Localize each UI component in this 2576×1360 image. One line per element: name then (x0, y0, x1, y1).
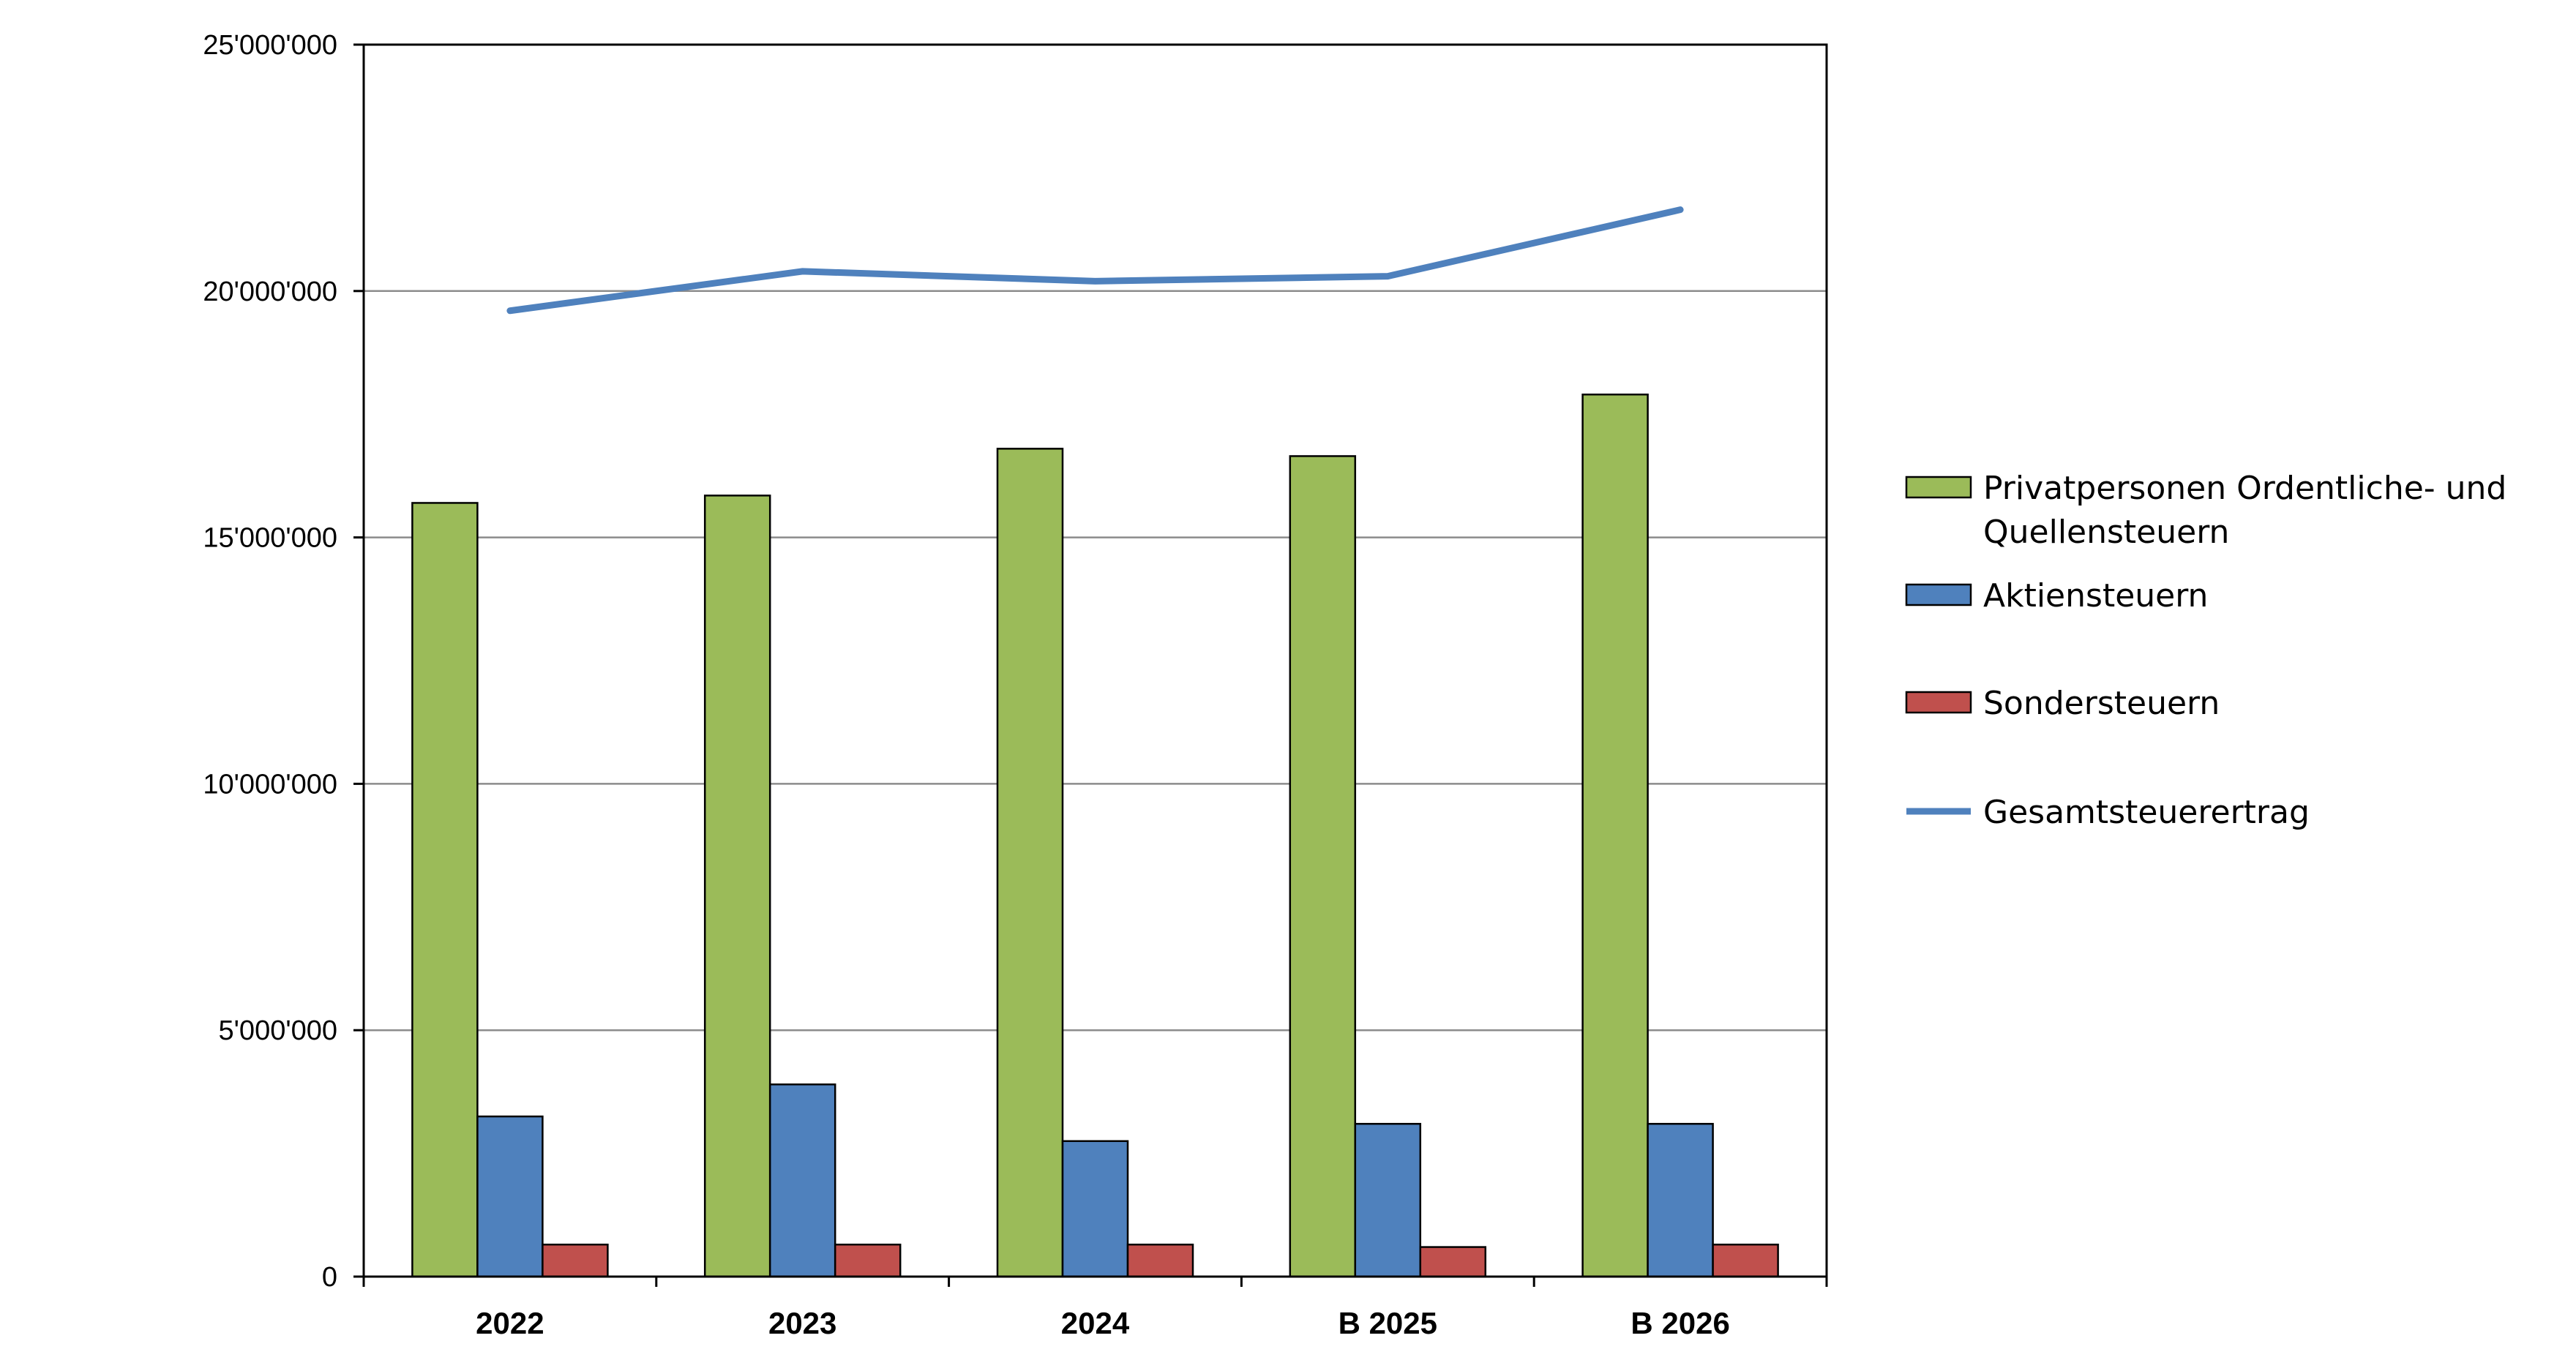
legend-label-2: Sondersteuern (1983, 685, 2220, 722)
x-axis: 2022 2023 2024 B 2025 B 2026 (362, 1277, 1828, 1340)
x-tick-label: 2022 (476, 1306, 544, 1340)
y-tick-label: 15'000'000 (203, 523, 337, 554)
bar-series-2-0 (542, 1243, 609, 1278)
plot-border (362, 43, 1828, 1278)
bar-series-0-3 (1289, 455, 1357, 1278)
bar-series-1-4 (1647, 1122, 1714, 1278)
y-tick-label: 0 (322, 1262, 337, 1293)
legend-label-0: Quellensteuern (1983, 514, 2229, 551)
legend-swatch-0 (1905, 476, 1972, 499)
bar-series-1-3 (1354, 1122, 1422, 1278)
x-tick-label: B 2026 (1630, 1306, 1729, 1340)
bar-series-1-2 (1061, 1140, 1129, 1278)
bar-series-0-1 (703, 495, 771, 1278)
bar-marks (411, 394, 1779, 1278)
legend-label-1: Aktiensteuern (1983, 577, 2208, 615)
y-tick-label: 10'000'000 (203, 769, 337, 800)
legend-swatch-2 (1905, 691, 1972, 714)
y-tick-label: 5'000'000 (219, 1015, 337, 1046)
bar-series-2-3 (1419, 1246, 1487, 1278)
bar-series-1-1 (768, 1083, 836, 1278)
x-tick-label: 2023 (768, 1306, 836, 1340)
x-tick-label: 2024 (1061, 1306, 1130, 1340)
bar-series-2-4 (1712, 1243, 1779, 1278)
y-tick-label: 25'000'000 (203, 30, 337, 61)
y-tick-label: 20'000'000 (203, 277, 337, 307)
bar-series-2-1 (834, 1243, 902, 1278)
legend-label-0: Privatpersonen Ordentliche- und (1983, 470, 2506, 507)
bar-series-1-0 (476, 1115, 544, 1278)
bar-series-0-2 (996, 448, 1064, 1278)
y-axis: 0 5'000'000 10'000'000 15'000'000 20'000'000… (203, 30, 364, 1293)
line-marks (506, 206, 1684, 315)
legend: Privatpersonen Ordentliche- und Quellenst… (1905, 470, 2506, 831)
line-series-3 (506, 206, 1684, 315)
bar-series-0-0 (411, 502, 479, 1278)
plot-frame (362, 43, 1828, 1278)
legend-swatch-1 (1905, 583, 1972, 606)
x-tick-label: B 2025 (1338, 1306, 1437, 1340)
legend-label-3: Gesamtsteuerertrag (1983, 794, 2310, 831)
bar-series-0-4 (1581, 394, 1649, 1278)
bar-series-2-2 (1126, 1243, 1194, 1278)
